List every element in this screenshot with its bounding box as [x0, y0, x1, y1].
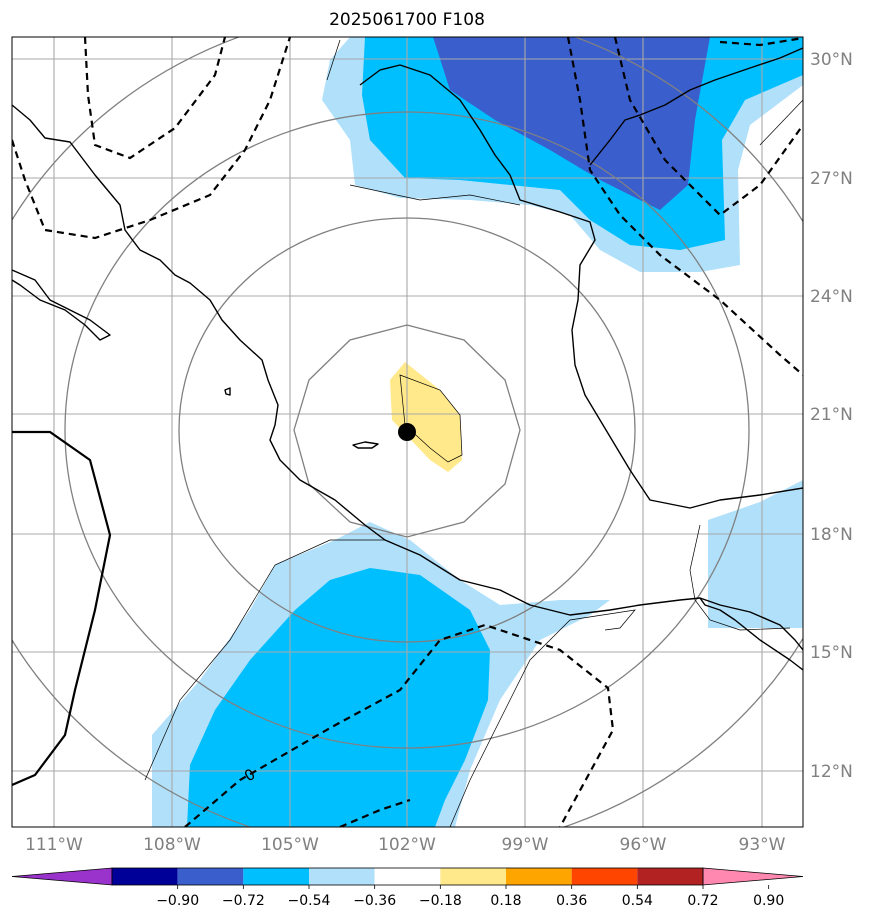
state-border-1 [349, 184, 521, 206]
lat-label: 15°N [810, 643, 853, 663]
texas-louisiana-coast [589, 47, 803, 166]
fill-blue-south [187, 568, 490, 827]
contours [12, 37, 803, 827]
island-small-1 [352, 441, 379, 449]
contour-solid-w [12, 430, 112, 787]
colorbar-tick-label: 0.36 [556, 893, 587, 909]
colorbar-outline [111, 867, 704, 886]
state-border-4 [449, 609, 636, 827]
colorbar-tick-label: −0.90 [156, 893, 199, 909]
colorbar-segment [309, 868, 375, 885]
gulf-of-mexico-coast [359, 64, 803, 509]
lat-label: 30°N [810, 50, 853, 70]
colorbar-tick-label: 0.90 [753, 893, 784, 909]
range-ring-1 [293, 324, 521, 538]
lon-label: 108°W [143, 835, 201, 855]
map-frame [11, 36, 804, 828]
lon-label: 105°W [261, 835, 319, 855]
fill-light-blue-east [708, 480, 803, 628]
contour-dashed-nw [83, 37, 227, 160]
colorbar-segment [571, 868, 638, 885]
island-small-2 [224, 387, 231, 396]
lon-label: 93°W [739, 835, 786, 855]
lon-label: 111°W [25, 835, 83, 855]
colorbar-segment [637, 868, 703, 885]
lat-label: 24°N [810, 287, 853, 307]
colorbar-segment [112, 868, 178, 885]
colorbar-tick-label: −0.72 [222, 893, 265, 909]
guatemala-border [689, 524, 791, 631]
colorbar: −0.90 −0.72 −0.54 −0.36 −0.18 0.18 0.36 0.54 0.7… [11, 867, 804, 909]
colorbar-segment [374, 868, 441, 885]
contour-dashed-ne-3 [719, 37, 803, 47]
colorbar-segment [243, 868, 309, 885]
lon-label: 102°W [378, 835, 436, 855]
map-plot-area [12, 37, 803, 827]
state-border-3 [144, 539, 385, 781]
contour-dashed-ne-2 [613, 37, 803, 217]
lat-label: 18°N [810, 525, 853, 545]
map-title: 2025061700 F108 [329, 10, 485, 30]
borders [144, 39, 803, 827]
lon-labels: 111°W 108°W 105°W 102°W 99°W 96°W 93°W [25, 835, 786, 855]
lat-label: 27°N [810, 169, 853, 189]
lat-labels: 30°N 27°N 24°N 21°N 18°N 15°N 12°N [810, 50, 853, 782]
contour-dashed-ne-1 [566, 37, 803, 376]
contour-dashed-s [184, 623, 615, 827]
lat-label: 12°N [810, 762, 853, 782]
colorbar-tick-label: −0.18 [419, 893, 462, 909]
central-america-coast [699, 597, 803, 671]
lon-label: 96°W [620, 835, 667, 855]
colorbar-tick-label: −0.54 [288, 893, 331, 909]
colorbar-segment [440, 868, 506, 885]
colorbar-tick-label: 0.72 [687, 893, 718, 909]
fill-dark-blue-north [433, 37, 710, 210]
range-ring-3 [64, 111, 750, 749]
yucatan-border [759, 99, 803, 146]
gulf-of-california-coast [12, 104, 803, 651]
colorbar-segment [506, 868, 572, 885]
colorbar-tick-label: 0.18 [490, 893, 521, 909]
range-ring-2 [178, 217, 636, 643]
contour-dashed-s-2 [339, 798, 411, 827]
coastlines [12, 47, 803, 671]
colorbar-tick-label: −0.36 [353, 893, 396, 909]
colorbar-max-extension [702, 867, 804, 886]
lat-label: 21°N [810, 405, 853, 425]
baja-coast [12, 269, 111, 341]
range-rings [12, 37, 803, 827]
colorbar-min-extension [11, 867, 113, 886]
contour-dashed-w [12, 37, 292, 240]
storm-center-marker [398, 423, 416, 441]
fill-yellow-center [390, 362, 462, 472]
gridlines [12, 37, 803, 827]
lon-label: 99°W [502, 835, 549, 855]
colorbar-tick-label: 0.54 [622, 893, 653, 909]
colorbar-segment [177, 868, 244, 885]
us-mexico-border [326, 39, 341, 81]
